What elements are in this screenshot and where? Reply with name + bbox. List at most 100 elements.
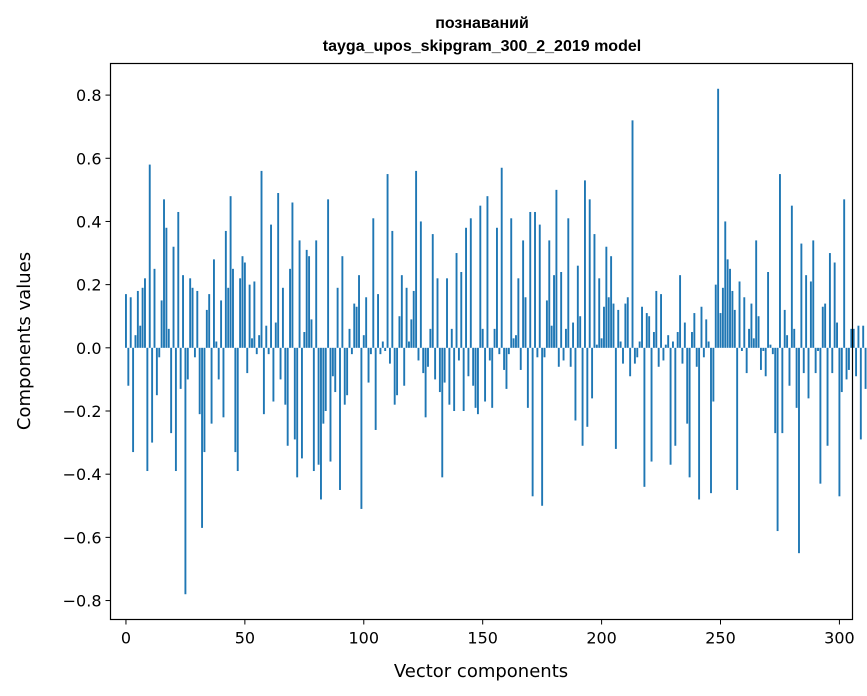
- bar: [707, 341, 710, 348]
- bar: [336, 287, 339, 348]
- bar: [327, 199, 330, 348]
- bar: [141, 287, 144, 348]
- bar: [714, 284, 717, 348]
- bar: [472, 347, 475, 386]
- bar: [441, 347, 444, 478]
- bar: [227, 287, 230, 348]
- bar: [186, 347, 189, 380]
- bar: [243, 262, 246, 348]
- bar: [284, 347, 287, 405]
- bar: [859, 347, 862, 440]
- bar-series: [125, 88, 867, 595]
- bar: [586, 347, 589, 427]
- bar: [165, 227, 168, 348]
- bar: [334, 347, 337, 393]
- bar: [548, 240, 551, 348]
- bar: [564, 328, 567, 348]
- bar: [798, 347, 800, 554]
- bar: [476, 347, 479, 415]
- bar: [443, 347, 446, 383]
- bar: [262, 347, 265, 415]
- bar: [847, 347, 850, 370]
- bar: [213, 259, 215, 348]
- bar: [232, 268, 234, 348]
- bar: [274, 322, 277, 348]
- bar: [498, 347, 501, 355]
- bar: [189, 278, 192, 348]
- bar: [840, 347, 843, 393]
- bar: [388, 347, 391, 364]
- y-tick-label: −0.6: [63, 528, 102, 547]
- bar: [308, 256, 311, 348]
- bar: [676, 332, 679, 348]
- bar: [671, 341, 674, 348]
- bar: [343, 347, 346, 405]
- x-tick-label: 300: [824, 629, 855, 648]
- bar: [469, 218, 472, 348]
- bar: [272, 347, 275, 402]
- bar: [519, 347, 522, 370]
- x-tick-label: 200: [586, 629, 617, 648]
- bar: [410, 319, 413, 348]
- bar: [167, 328, 170, 348]
- bar: [645, 313, 648, 348]
- bar: [125, 294, 127, 348]
- bar: [496, 227, 498, 348]
- x-tick-label: 50: [235, 629, 255, 648]
- bar: [408, 341, 410, 348]
- bar: [774, 347, 777, 434]
- y-tick-label: 0.2: [76, 276, 101, 295]
- bar: [322, 347, 325, 424]
- bar: [393, 347, 396, 405]
- bar: [379, 347, 382, 355]
- bar: [293, 347, 296, 440]
- bar: [733, 309, 736, 348]
- bar: [702, 347, 705, 358]
- bar: [158, 347, 161, 358]
- bar: [450, 328, 453, 348]
- bar: [683, 322, 686, 348]
- bar: [600, 338, 603, 348]
- bar: [522, 240, 525, 348]
- bar: [146, 347, 149, 472]
- y-tick-label: 0.4: [76, 212, 101, 231]
- bar: [360, 347, 363, 509]
- bar: [845, 347, 848, 380]
- bar: [453, 347, 456, 411]
- bar: [381, 341, 384, 348]
- bar: [505, 347, 508, 389]
- bar: [291, 202, 294, 348]
- bar: [633, 347, 636, 364]
- bar: [536, 347, 539, 358]
- bar: [208, 294, 211, 348]
- bar: [759, 347, 762, 370]
- bar: [134, 335, 137, 348]
- bar: [700, 306, 703, 348]
- bar: [550, 325, 553, 348]
- bar: [277, 193, 280, 348]
- bar: [807, 347, 810, 399]
- bar: [234, 347, 237, 453]
- y-axis-label: Components values: [14, 252, 35, 430]
- bar: [569, 347, 572, 367]
- bar: [752, 338, 755, 348]
- y-tick-label: 0.6: [76, 149, 101, 168]
- bar: [507, 347, 510, 355]
- bar: [691, 332, 693, 348]
- bar: [303, 332, 306, 348]
- x-axis-ticks: 0 50 100 150 200 250 300: [121, 619, 855, 648]
- bar: [312, 347, 315, 472]
- bar: [562, 347, 565, 361]
- bar: [300, 347, 303, 459]
- bar: [377, 294, 379, 348]
- bar: [331, 347, 334, 377]
- bar: [127, 347, 130, 386]
- bar: [717, 88, 720, 348]
- bar: [662, 347, 665, 361]
- bar: [270, 224, 272, 348]
- bar: [843, 199, 846, 348]
- bar: [422, 347, 425, 374]
- bar: [151, 347, 154, 443]
- bar: [324, 347, 327, 411]
